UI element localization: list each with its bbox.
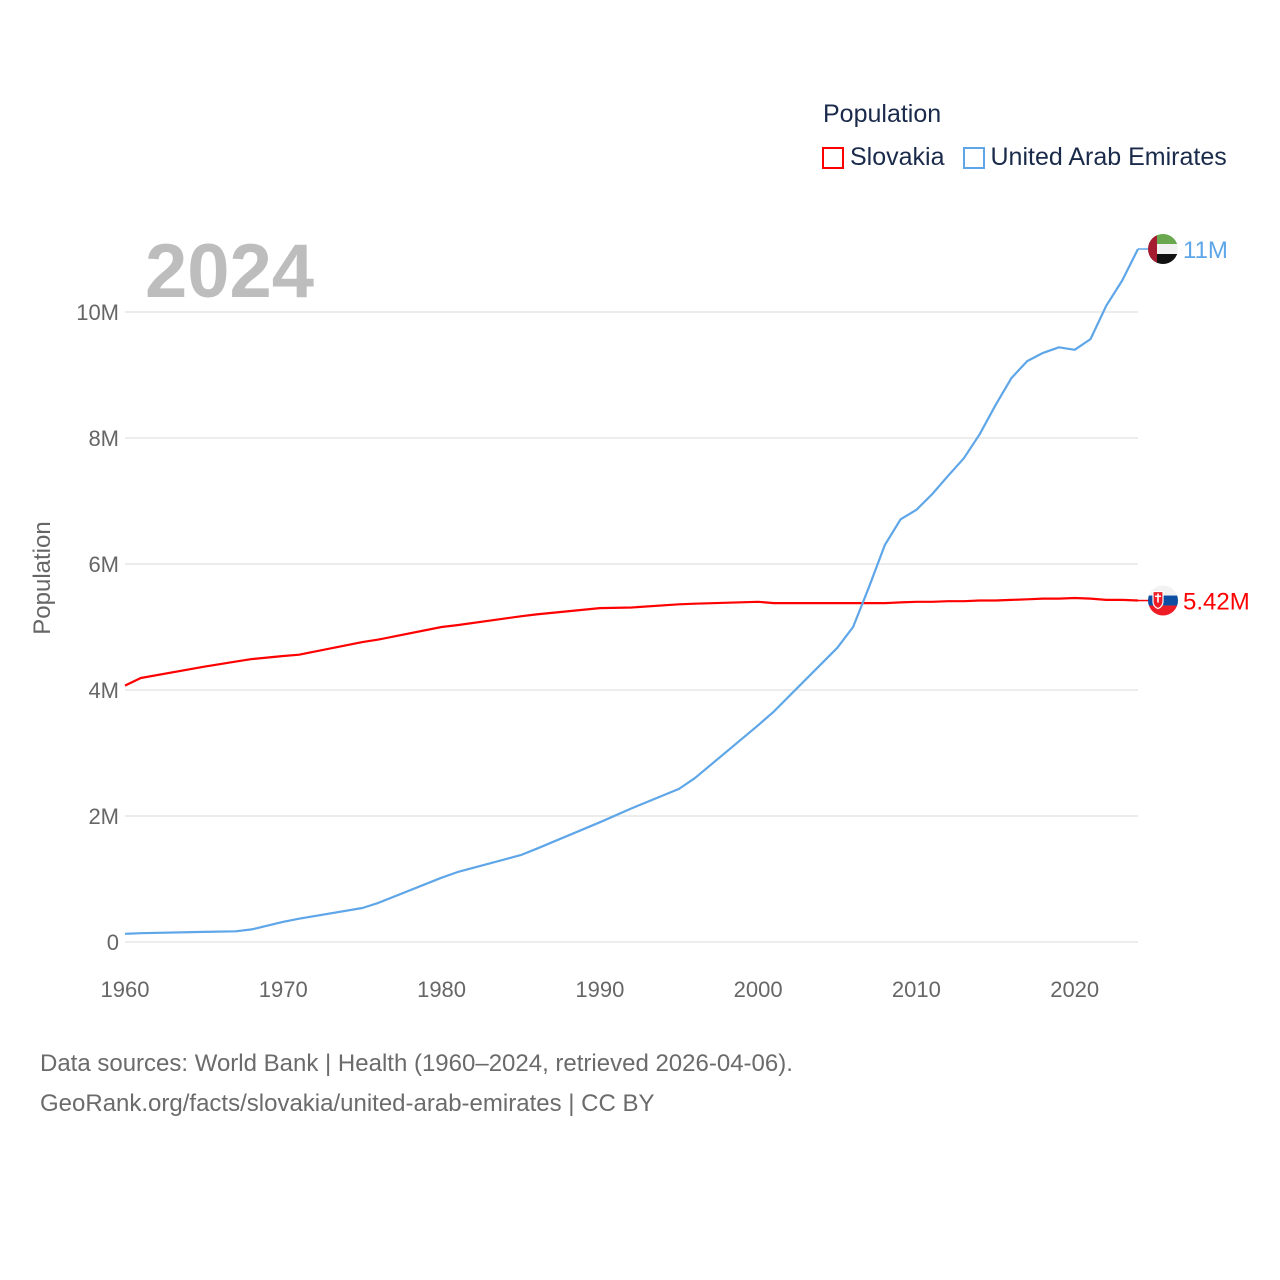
y-tick-label: 6M bbox=[88, 552, 119, 577]
data-sources-text: Data sources: World Bank | Health (1960–… bbox=[40, 1050, 793, 1077]
y-tick-label: 8M bbox=[88, 426, 119, 451]
x-axis-ticks: 1960 1970 1980 1990 2000 2010 2020 bbox=[101, 977, 1100, 1002]
legend-label: United Arab Emirates bbox=[990, 143, 1227, 171]
series-lines bbox=[124, 248, 1139, 935]
legend-item-slovakia[interactable]: Slovakia bbox=[822, 143, 945, 172]
x-tick-label: 2010 bbox=[892, 977, 941, 1002]
slovakia-flag-icon bbox=[1148, 585, 1178, 616]
source-link[interactable]: GeoRank.org/facts/slovakia/united-arab-e… bbox=[40, 1090, 655, 1117]
series-line-uae[interactable] bbox=[124, 248, 1139, 935]
y-tick-label: 0 bbox=[107, 930, 119, 955]
y-tick-label: 10M bbox=[76, 300, 119, 325]
grid bbox=[125, 311, 1138, 943]
x-tick-label: 2000 bbox=[734, 977, 783, 1002]
series-end-label: 11M bbox=[1183, 237, 1228, 264]
series-end-markers: 5.42M 11M bbox=[1138, 234, 1250, 616]
legend: Slovakia United Arab Emirates bbox=[822, 143, 1227, 172]
legend-swatch-uae bbox=[962, 146, 985, 169]
x-tick-label: 2020 bbox=[1050, 977, 1099, 1002]
y-tick-label: 4M bbox=[88, 678, 119, 703]
y-axis-ticks: 0 2M 4M 6M 8M 10M bbox=[76, 300, 119, 955]
uae-flag-icon bbox=[1148, 234, 1178, 264]
series-end-label: 5.42M bbox=[1183, 589, 1250, 616]
x-tick-label: 1990 bbox=[575, 977, 624, 1002]
x-tick-label: 1970 bbox=[259, 977, 308, 1002]
y-tick-label: 2M bbox=[88, 804, 119, 829]
current-year-label: 2024 bbox=[145, 229, 315, 314]
x-tick-label: 1960 bbox=[101, 977, 150, 1002]
footer: Data sources: World Bank | Health (1960–… bbox=[40, 1044, 793, 1124]
x-tick-label: 1980 bbox=[417, 977, 466, 1002]
legend-item-uae[interactable]: United Arab Emirates bbox=[962, 143, 1227, 172]
series-line-slovakia[interactable] bbox=[124, 596, 1139, 687]
y-axis-label: Population bbox=[29, 521, 56, 634]
legend-title: Population bbox=[823, 100, 942, 128]
legend-label: Slovakia bbox=[850, 143, 945, 171]
legend-swatch-slovakia bbox=[822, 146, 844, 169]
